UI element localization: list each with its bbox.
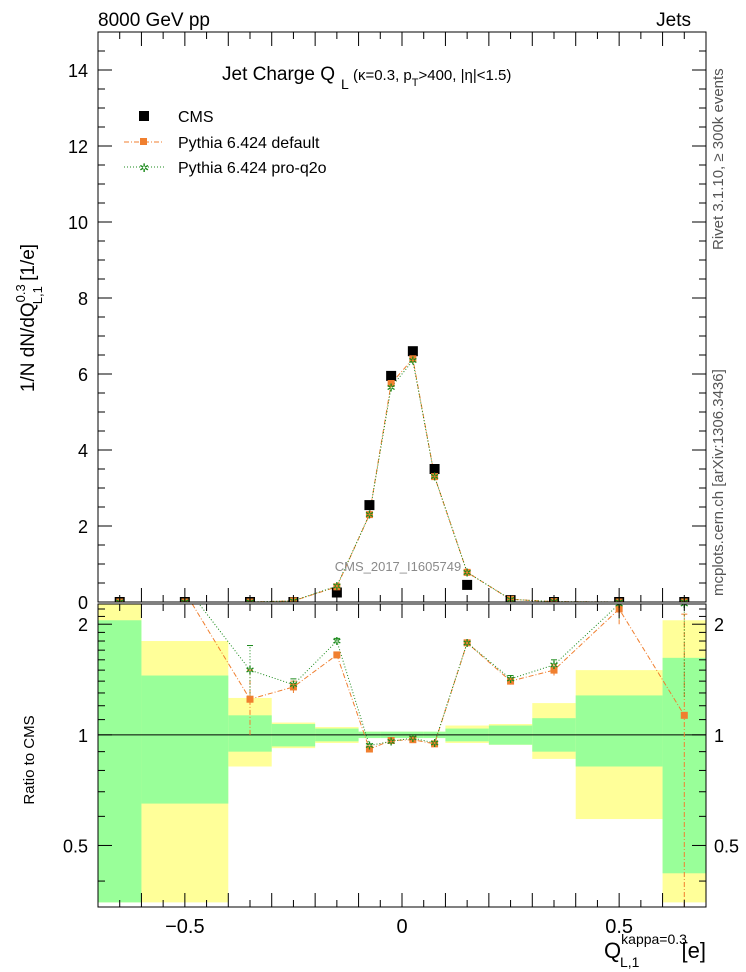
ratio-y-tick-label-right: 0.5 xyxy=(714,836,739,856)
y-tick-label: 10 xyxy=(68,213,88,233)
ratio-line-default xyxy=(191,604,685,750)
y-tick-label: 12 xyxy=(68,137,88,157)
header-right: Jets xyxy=(656,10,691,31)
ratio-y-tick-label-right: 1 xyxy=(714,726,724,746)
point-default xyxy=(409,355,417,363)
point-q2o: ✲ xyxy=(332,581,341,593)
ratio-point-q2o: ✲ xyxy=(387,736,396,748)
ratio-point-q2o: ✲ xyxy=(408,733,417,745)
ratio-point-default xyxy=(246,695,254,703)
band-inner xyxy=(141,675,229,804)
ratio-point-default xyxy=(333,651,341,659)
watermark: CMS_2017_I1605749 xyxy=(335,559,462,574)
y-tick-label: 14 xyxy=(68,61,88,81)
point-q2o: ✲ xyxy=(430,472,439,484)
point-cms xyxy=(407,346,418,357)
y-tick-label: 2 xyxy=(78,517,88,537)
y-label-sup: 0.3 xyxy=(13,284,28,302)
y-label-base: 1/N dN/dQ xyxy=(18,302,39,392)
legend-marker-default xyxy=(140,138,147,145)
y-label-sub: L,1 xyxy=(30,286,45,304)
ratio-point-default xyxy=(365,745,373,753)
x-tick-label: 0 xyxy=(396,916,407,938)
ratio-axes: 0.5 0.5 1 1 2 2 −0.5 0 0.5 xyxy=(63,604,739,938)
ratio-point-q2o: ✲ xyxy=(115,577,124,589)
ratio-point-q2o: ✲ xyxy=(549,660,558,672)
plot-title: Jet Charge Q L (κ=0.3, pT>400, |η|<1.5) xyxy=(222,64,511,92)
ratio-point-q2o: ✲ xyxy=(506,674,515,686)
ratio-y-label: Ratio to CMS xyxy=(21,715,38,804)
point-q2o: ✲ xyxy=(387,382,396,394)
legend: CMS Pythia 6.424 default ✲ Pythia 6.424 … xyxy=(124,109,327,177)
x-tick-label: 0.5 xyxy=(605,916,633,938)
ratio-point-default xyxy=(550,666,558,674)
legend-label-cms: CMS xyxy=(178,109,214,126)
header-left: 8000 GeV pp xyxy=(98,10,210,31)
title-rest-sub: T xyxy=(412,77,419,89)
x-tick-label: −0.5 xyxy=(165,916,204,938)
ratio-uncertainty-bands xyxy=(98,604,706,903)
point-cms xyxy=(429,464,440,474)
ratio-y-tick-label: 0.5 xyxy=(63,836,88,856)
x-label-base: Q xyxy=(604,938,621,963)
point-q2o: ✲ xyxy=(408,356,417,368)
line-q2o xyxy=(119,359,685,602)
ratio-point-default xyxy=(680,711,688,719)
point-q2o: ✲ xyxy=(365,510,374,522)
ratio-point-default xyxy=(431,740,439,748)
title-rest-b: >400, |η|<1.5) xyxy=(418,67,511,84)
ratio-point-q2o: ✲ xyxy=(463,638,472,650)
ratio-point-default xyxy=(507,677,515,685)
point-cms xyxy=(462,579,473,590)
rivet-label: Rivet 3.1.10, ≥ 300k events xyxy=(710,68,727,250)
legend-marker-cms xyxy=(139,111,149,121)
ratio-point-default xyxy=(289,683,297,691)
x-label-unit: [e] xyxy=(675,938,706,963)
ratio-y-tick-label-right: 2 xyxy=(714,615,724,635)
y-tick-label: 8 xyxy=(78,289,88,309)
ratio-y-tick-label: 2 xyxy=(78,615,88,635)
point-cms xyxy=(386,370,397,381)
point-default xyxy=(431,473,439,481)
title-main: Jet Charge Q xyxy=(222,64,335,85)
ratio-point-q2o: ✲ xyxy=(332,636,341,648)
mcplots-label: mcplots.cern.ch [arXiv:1306.3436] xyxy=(710,369,727,596)
point-default xyxy=(333,583,341,591)
main-y-axis: 0 2 4 6 8 10 12 14 xyxy=(68,31,707,613)
legend-label-default: Pythia 6.424 default xyxy=(178,135,320,152)
point-cms xyxy=(364,500,375,511)
point-default xyxy=(463,568,471,576)
point-q2o: ✲ xyxy=(463,567,472,579)
x-label-sup: kappa=0.3 xyxy=(621,931,687,947)
y-tick-label: 6 xyxy=(78,365,88,385)
point-default xyxy=(387,380,395,387)
y-tick-label: 4 xyxy=(78,441,88,461)
point-default xyxy=(365,511,373,519)
ratio-y-tick-label: 1 xyxy=(78,726,88,746)
ratio-point-q2o: ✲ xyxy=(245,665,254,677)
point-cms xyxy=(331,587,342,598)
ratio-point-q2o: ✲ xyxy=(289,680,298,692)
legend-label-q2o: Pythia 6.424 pro-q2o xyxy=(178,160,327,177)
ratio-point-default xyxy=(387,737,395,745)
title-rest-a: (κ=0.3, p xyxy=(349,67,412,84)
x-label-sub: L,1 xyxy=(620,954,640,970)
legend-marker-q2o: ✲ xyxy=(139,161,149,175)
ratio-point-default xyxy=(463,639,471,647)
ratio-point-q2o: ✲ xyxy=(365,741,374,753)
ratio-point-default xyxy=(409,736,417,744)
main-y-label: 1/N dN/dQ0.3 L,1 [1/e] xyxy=(13,244,45,392)
ratio-point-default xyxy=(116,579,123,586)
y-label-unit: [1/e] xyxy=(18,244,39,286)
y-tick-label: 0 xyxy=(78,593,88,613)
ratio-point-q2o: ✲ xyxy=(430,738,439,750)
band-inner xyxy=(98,620,142,903)
band-inner xyxy=(575,695,663,767)
title-sub: L xyxy=(341,76,349,92)
x-axis-label: Qkappa=0.3 L,1 [e] xyxy=(604,931,706,970)
